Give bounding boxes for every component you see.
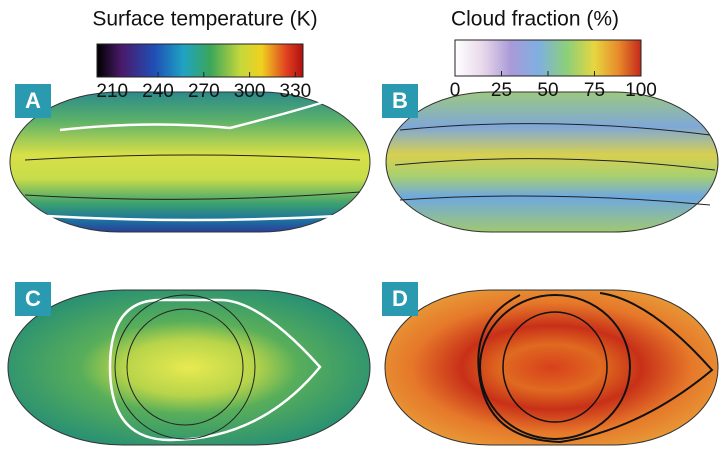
- tick-label: 210: [96, 81, 128, 102]
- colorbar: [454, 39, 642, 77]
- colorbar-title: Cloud fraction (%): [451, 8, 619, 31]
- tick-label: 240: [142, 81, 174, 102]
- panel-label: C: [25, 286, 41, 311]
- colorbar-title: Surface temperature (K): [92, 8, 317, 31]
- tick-label: 270: [188, 81, 220, 102]
- panel-label-box: [15, 84, 418, 316]
- tick-label: 0: [450, 80, 461, 101]
- panel-label: A: [25, 88, 41, 113]
- tick-label: 300: [234, 81, 266, 102]
- tick-label: 330: [280, 81, 312, 102]
- map-b: [385, 91, 719, 233]
- tick-label: 75: [584, 80, 605, 101]
- map-a: [9, 91, 371, 233]
- panel-label: D: [392, 286, 408, 311]
- map-c: [7, 289, 371, 446]
- tick-label: 100: [625, 80, 657, 101]
- panel-label: B: [392, 88, 408, 113]
- tick-label: 50: [537, 80, 558, 101]
- colorbar: [96, 43, 304, 78]
- tick-label: 25: [491, 80, 512, 101]
- map-d: [384, 289, 719, 446]
